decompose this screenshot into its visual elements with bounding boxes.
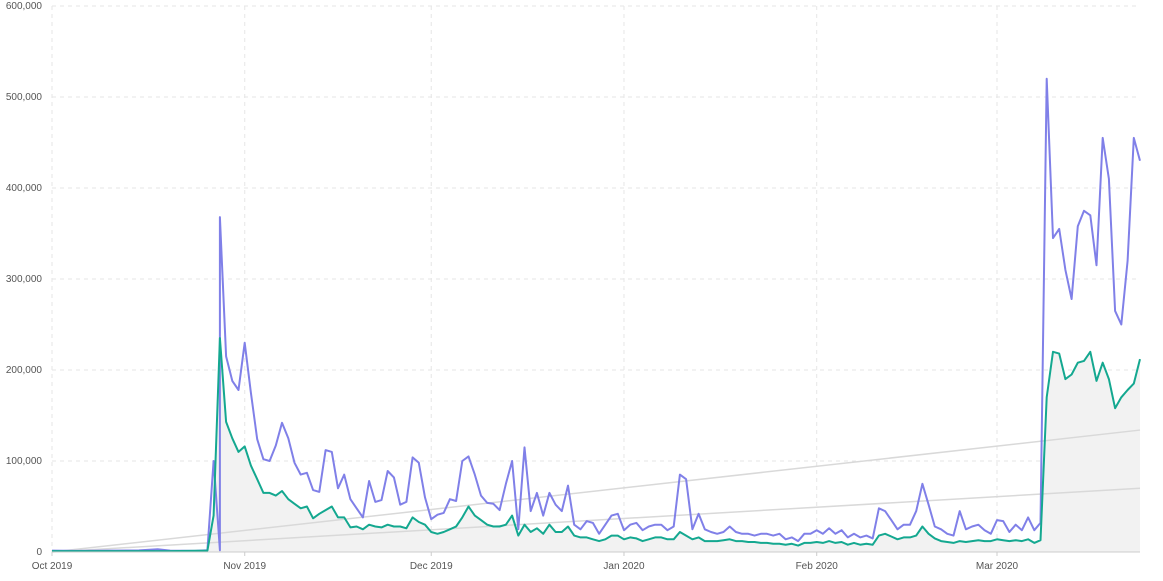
trend-line-1	[51, 429, 1141, 553]
y-tick-label: 400,000	[6, 183, 43, 194]
y-tick-label: 600,000	[6, 1, 43, 12]
y-tick-label: 0	[36, 547, 42, 558]
y-tick-label: 200,000	[6, 365, 43, 376]
x-tick-label: Dec 2019	[410, 561, 453, 572]
gridlines	[51, 5, 1140, 552]
series-a-line	[51, 77, 1141, 552]
x-tick-label: Mar 2020	[976, 561, 1019, 572]
y-tick-label: 300,000	[6, 274, 43, 285]
y-tick-label: 100,000	[6, 456, 43, 467]
series-b-line	[52, 337, 1141, 553]
trend-line-2	[51, 487, 1141, 553]
x-tick-label: Nov 2019	[223, 561, 266, 572]
series-lines	[51, 77, 1141, 553]
y-tick-label: 500,000	[6, 92, 43, 103]
y-axis-ticks: 0 100,000 200,000 300,000 400,000 500,000 600,…	[6, 1, 43, 558]
x-tick-label: Jan 2020	[603, 561, 645, 572]
x-axis-ticks: Oct 2019 Nov 2019 Dec 2019 Jan 2020 Feb 2020…	[32, 552, 1019, 572]
x-tick-label: Feb 2020	[796, 561, 839, 572]
x-tick-label: Oct 2019	[32, 561, 73, 572]
trend-lines	[51, 429, 1141, 553]
